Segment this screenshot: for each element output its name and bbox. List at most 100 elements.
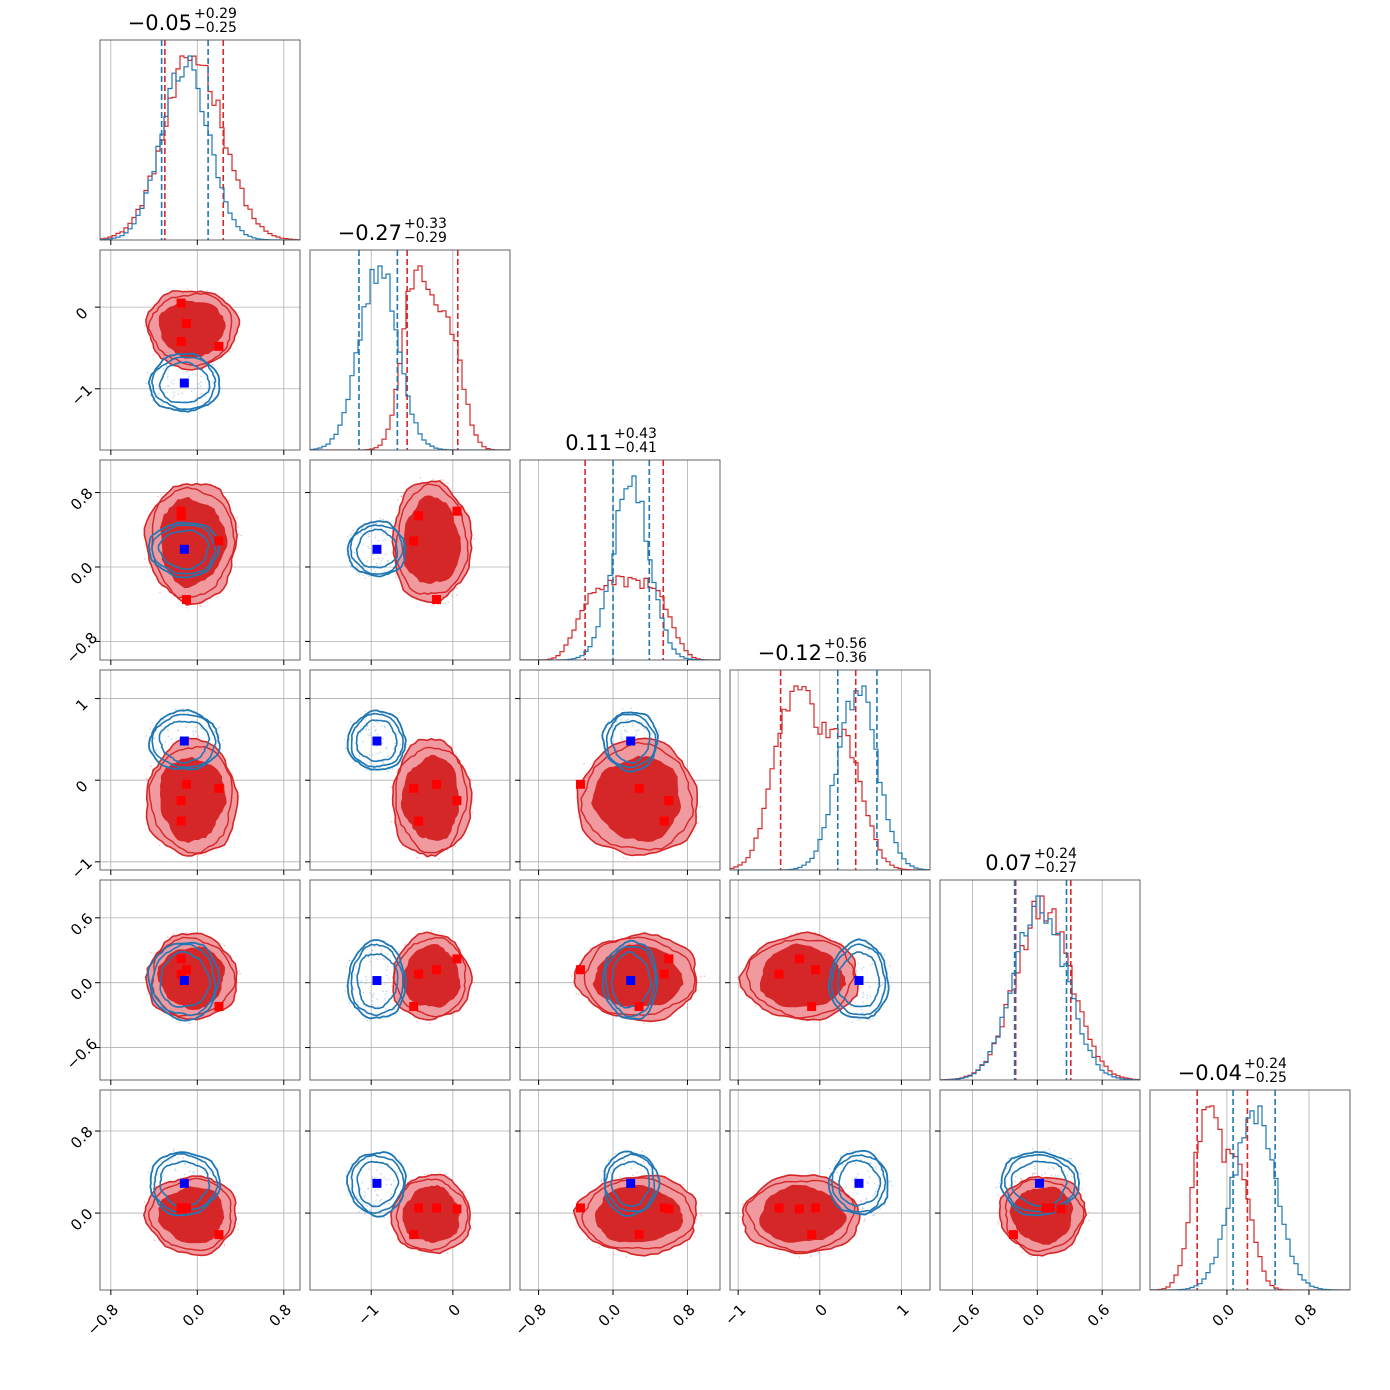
scatter-point: [361, 527, 364, 529]
scatter-point: [173, 383, 175, 385]
scatter-point: [377, 752, 379, 755]
x-tick-label: 0.0: [179, 1301, 209, 1331]
scatter-point: [167, 729, 169, 731]
scatter-point: [997, 1220, 999, 1223]
scatter-point: [1047, 1167, 1050, 1169]
blue-marker: [854, 1178, 864, 1188]
diagonal-title-5: −0.04 +0.24−0.25: [1178, 1056, 1287, 1086]
scatter-point: [742, 1203, 744, 1205]
contour-blue-mid: [604, 945, 657, 1018]
scatter-point: [187, 371, 189, 373]
y-tick-label: 0.8: [67, 1123, 97, 1153]
scatter-point: [359, 731, 362, 734]
panel-plot-area: [310, 250, 510, 450]
scatter-point: [357, 1000, 359, 1003]
scatter-point: [223, 297, 225, 299]
scatter-point: [184, 1163, 186, 1165]
red-marker: [432, 1203, 442, 1213]
scatter-point: [147, 1171, 150, 1174]
blue-marker: [372, 736, 382, 746]
scatter-point: [368, 1168, 370, 1171]
panel-plot-area: [730, 1090, 930, 1290]
histogram-0: [730, 685, 930, 870]
scatter-point: [642, 1160, 645, 1163]
red-marker: [452, 796, 462, 806]
panel-frame: [99, 1089, 301, 1291]
scatter-point: [145, 735, 147, 737]
scatter-point: [212, 381, 214, 383]
scatter-point: [371, 949, 374, 951]
contour-mid: [394, 483, 469, 595]
contour-blue-mid: [605, 713, 657, 769]
scatter-point: [360, 532, 362, 535]
scatter-point: [624, 728, 627, 731]
red-marker: [181, 779, 191, 789]
scatter-point: [872, 1214, 874, 1217]
scatter-point: [346, 553, 348, 556]
scatter-point: [373, 764, 376, 766]
scatter-point: [857, 962, 860, 965]
contour-blue-inner: [159, 950, 211, 1008]
red-marker: [1009, 1230, 1019, 1240]
scatter-point: [700, 975, 702, 978]
panel-frame: [99, 459, 301, 661]
panel-frame: [99, 879, 301, 1081]
scatter-point: [856, 970, 858, 972]
scatter-point: [361, 1182, 363, 1184]
scatter-point: [861, 968, 863, 970]
scatter-point: [353, 551, 356, 554]
scatter-point: [870, 1162, 872, 1165]
red-marker: [176, 506, 186, 516]
scatter-point: [181, 392, 183, 394]
scatter-point: [372, 996, 375, 999]
scatter-point: [362, 991, 365, 994]
scatter-point: [376, 1169, 378, 1171]
scatter-point: [858, 1019, 860, 1021]
panel-plot-area: [310, 880, 510, 1080]
scatter-point: [172, 933, 175, 935]
scatter-point: [186, 607, 188, 609]
scatter-point: [189, 1165, 192, 1168]
contour-blue-outer: [148, 708, 221, 771]
red-marker: [659, 969, 669, 979]
scatter-point: [167, 936, 169, 938]
scatter-point: [384, 726, 386, 728]
scatter-point: [164, 741, 167, 743]
scatter-point: [183, 1173, 186, 1176]
scatter-point: [349, 534, 352, 537]
scatter-point: [366, 1019, 369, 1022]
red-marker: [452, 954, 462, 964]
scatter-point: [995, 1186, 998, 1189]
scatter-point: [376, 733, 379, 736]
blue-marker: [179, 544, 189, 554]
diagonal-title-3: −0.12 +0.56−0.36: [758, 636, 867, 666]
histogram-1: [310, 265, 510, 450]
scatter-point: [371, 754, 374, 756]
panel-5-5: 0.0 0.8: [1149, 1089, 1351, 1331]
scatter-point: [1048, 1148, 1050, 1150]
scatter-point: [376, 1204, 379, 1206]
scatter-point: [365, 982, 367, 985]
scatter-point: [200, 727, 202, 729]
scatter-point: [693, 1236, 696, 1238]
scatter-point: [397, 950, 400, 953]
scatter-point: [167, 368, 170, 371]
scatter-point: [390, 820, 393, 823]
red-marker: [176, 969, 186, 979]
scatter-point: [615, 1016, 617, 1018]
red-marker: [414, 969, 424, 979]
scatter-point: [200, 393, 202, 395]
scatter-point: [383, 1216, 385, 1219]
red-marker: [794, 1204, 804, 1214]
x-tick-label: 0.8: [1291, 1301, 1321, 1331]
scatter-point: [451, 595, 453, 597]
scatter-point: [369, 992, 371, 994]
scatter-point: [473, 538, 475, 540]
scatter-point: [657, 728, 660, 731]
scatter-point: [613, 936, 615, 939]
contour-mid: [147, 292, 233, 367]
scatter-point: [346, 1170, 349, 1172]
scatter-point: [622, 856, 625, 859]
panel-plot-area: [100, 880, 300, 1080]
contour-blue-mid: [830, 943, 887, 1016]
